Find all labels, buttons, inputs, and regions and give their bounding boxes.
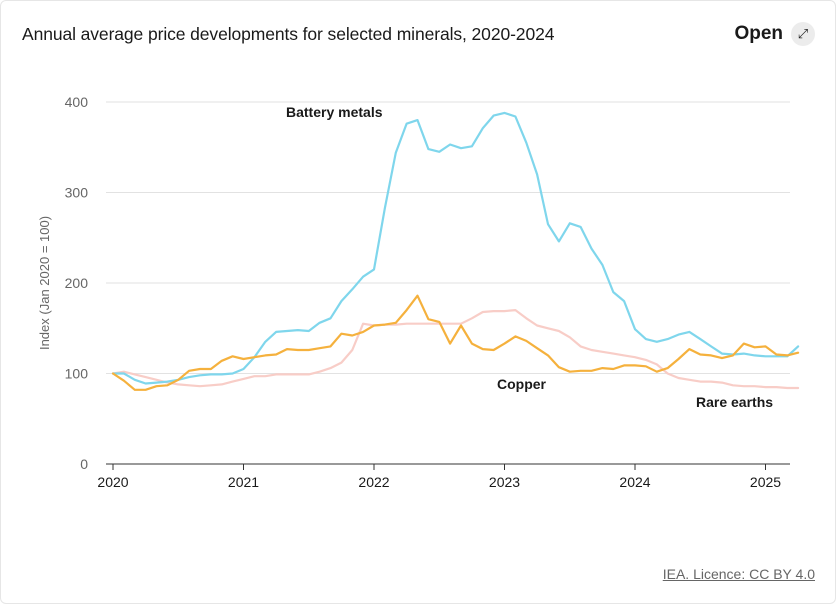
series-label-rare-earths: Rare earths [696,394,773,410]
x-tick-label: 2022 [358,474,389,490]
open-label: Open [734,23,783,44]
y-axis-label: Index (Jan 2020 = 100) [37,216,52,350]
y-tick-label: 400 [65,94,89,110]
y-tick-label: 0 [80,456,88,472]
x-tick-label: 2023 [489,474,520,490]
license-link[interactable]: IEA. Licence: CC BY 4.0 [662,566,815,582]
x-tick-label: 2025 [750,474,781,490]
series-line-rare-earths [111,309,800,390]
open-button[interactable]: Open ⤢ [734,22,815,46]
x-tick-label: 2024 [619,474,650,490]
series-label-battery-metals: Battery metals [286,104,383,120]
x-tick-label: 2020 [97,474,128,490]
y-tick-label: 200 [65,275,89,291]
y-tick-label: 100 [65,366,89,382]
series-label-copper: Copper [497,376,547,392]
series-line-copper [111,294,800,391]
series-line-battery-metals [111,111,800,385]
expand-arrows-icon[interactable]: ⤢ [791,22,815,46]
chart-title: Annual average price developments for se… [22,24,555,44]
y-tick-label: 300 [65,185,89,201]
x-tick-label: 2021 [228,474,259,490]
